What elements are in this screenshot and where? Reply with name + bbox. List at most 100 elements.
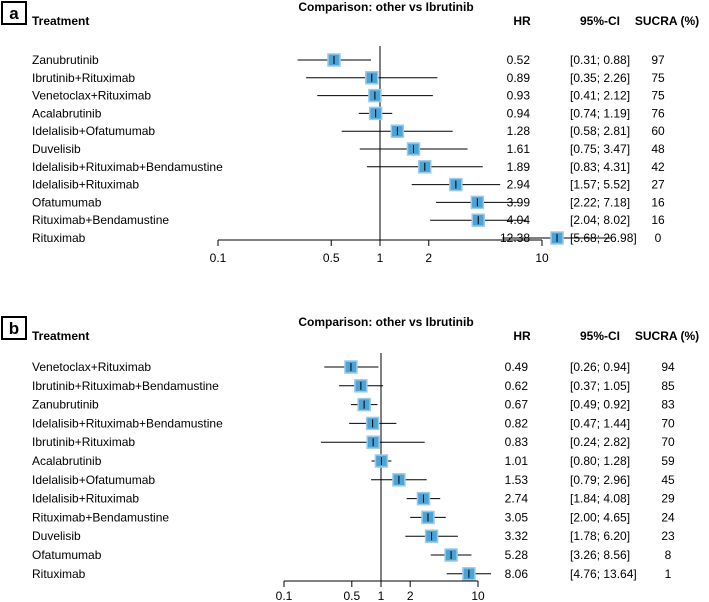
- hr-value: 0.52: [507, 53, 531, 67]
- sucra-value: 16: [651, 195, 665, 209]
- treatment-label: Ofatumumab: [32, 195, 102, 209]
- ci-value: [1.57; 5.52]: [570, 178, 630, 192]
- sucra-value: 8: [665, 548, 672, 562]
- ci-value: [0.47; 1.44]: [570, 416, 630, 430]
- table-row: Zanubrutinib 0.67 [0.49; 0.92] 83: [32, 398, 675, 412]
- hr-value: 1.28: [507, 124, 531, 138]
- hr-value: 1.61: [507, 142, 531, 156]
- ci-value: [0.49; 0.92]: [570, 398, 630, 412]
- ci-value: [2.22; 7.18]: [570, 195, 630, 209]
- sucra-value: 45: [661, 473, 675, 487]
- table-row: Rituximab+Bendamustine 3.05 [2.00; 4.65] 24: [32, 510, 675, 524]
- x-tick-label: 1: [378, 589, 385, 602]
- table-row: Duvelisib 1.61 [0.75; 3.47] 48: [32, 142, 665, 156]
- treatment-label: Idelalisib+Rituximab+Bendamustine: [32, 160, 223, 174]
- table-row: Idelalisib+Rituximab 2.74 [1.84; 4.08] 29: [32, 492, 675, 506]
- treatment-label: Rituximab+Bendamustine: [32, 510, 169, 524]
- hr-value: 0.93: [507, 89, 531, 103]
- sucra-value: 0: [655, 231, 662, 245]
- ci-value: [0.24; 2.82]: [570, 435, 630, 449]
- table-row: Venetoclax+Rituximab 0.93 [0.41; 2.12] 75: [32, 89, 665, 103]
- panel-label: a: [9, 4, 19, 23]
- header-sucra: SUCRA (%): [635, 14, 699, 28]
- ci-value: [0.74; 1.19]: [570, 106, 630, 120]
- treatment-label: Venetoclax+Rituximab: [32, 360, 151, 374]
- table-row: Idelalisib+Rituximab+Bendamustine 1.89 [0.…: [32, 160, 665, 174]
- treatment-label: Ofatumumab: [32, 548, 102, 562]
- panel-label-box: [1, 1, 27, 25]
- treatment-label: Idelalisib+Ofatumumab: [32, 473, 155, 487]
- ci-value: [3.26; 8.56]: [570, 548, 630, 562]
- sucra-value: 75: [651, 71, 665, 85]
- panel-a: a Comparison: other vs Ibrutinib Treatment…: [1, 0, 699, 265]
- ci-value: [1.84; 4.08]: [570, 492, 630, 506]
- sucra-value: 76: [651, 106, 665, 120]
- x-tick-label: 1: [377, 251, 384, 265]
- treatment-label: Rituximab: [32, 567, 86, 581]
- sucra-value: 85: [661, 379, 675, 393]
- treatment-label: Ibrutinib+Rituximab: [32, 71, 135, 85]
- table-row: Ibrutinib+Rituximab 0.83 [0.24; 2.82] 70: [32, 435, 675, 449]
- sucra-value: 27: [651, 178, 665, 192]
- sucra-value: 23: [661, 529, 675, 543]
- header-ci: 95%-CI: [580, 14, 620, 28]
- table-row: Ibrutinib+Rituximab 0.89 [0.35; 2.26] 75: [32, 71, 665, 85]
- ci-value: [5.68; 26.98]: [570, 231, 637, 245]
- panel-b: b Comparison: other vs Ibrutinib Treatment…: [1, 315, 699, 602]
- sucra-value: 42: [651, 160, 665, 174]
- sucra-value: 75: [651, 89, 665, 103]
- table-row: Idelalisib+Rituximab+Bendamustine 0.82 [0.…: [32, 416, 675, 430]
- treatment-label: Duvelisib: [32, 529, 81, 543]
- ci-value: [0.26; 0.94]: [570, 360, 630, 374]
- header-ci: 95%-CI: [580, 329, 620, 343]
- sucra-value: 29: [661, 492, 675, 506]
- sucra-value: 94: [661, 360, 675, 374]
- hr-value: 0.62: [505, 379, 529, 393]
- table-row: Rituximab 8.06 [4.76; 13.64] 1: [32, 567, 672, 581]
- hr-value: 8.06: [505, 567, 529, 581]
- table-row: Acalabrutinib 0.94 [0.74; 1.19] 76: [32, 106, 665, 120]
- x-tick-label: 10: [471, 589, 485, 602]
- hr-value: 0.49: [505, 360, 529, 374]
- panel-label: b: [9, 319, 19, 338]
- x-tick-label: 0.5: [323, 251, 340, 265]
- table-row: Ibrutinib+Rituximab+Bendamustine 0.62 [0.3…: [32, 379, 675, 393]
- treatment-label: Acalabrutinib: [32, 106, 102, 120]
- table-row: Idelalisib+Rituximab 2.94 [1.57; 5.52] 27: [32, 178, 665, 192]
- ci-value: [2.00; 4.65]: [570, 510, 630, 524]
- hr-value: 3.32: [505, 529, 529, 543]
- header-sucra: SUCRA (%): [635, 329, 699, 343]
- sucra-value: 70: [661, 435, 675, 449]
- table-row: Rituximab 12.38 [5.68; 26.98] 0: [32, 231, 662, 245]
- treatment-label: Ibrutinib+Rituximab: [32, 435, 135, 449]
- sucra-value: 70: [661, 416, 675, 430]
- ci-value: [0.35; 2.26]: [570, 71, 630, 85]
- treatment-label: Idelalisib+Ofatumumab: [32, 124, 155, 138]
- ci-value: [1.78; 6.20]: [570, 529, 630, 543]
- ci-value: [0.37; 1.05]: [570, 379, 630, 393]
- chart-title: Comparison: other vs Ibrutinib: [298, 0, 473, 14]
- hr-value: 0.82: [505, 416, 529, 430]
- ci-value: [0.75; 3.47]: [570, 142, 630, 156]
- treatment-label: Duvelisib: [32, 142, 81, 156]
- hr-value: 0.94: [507, 106, 531, 120]
- header-hr: HR: [513, 14, 531, 28]
- treatment-label: Rituximab: [32, 231, 86, 245]
- table-row: Idelalisib+Ofatumumab 1.53 [0.79; 2.96] 45: [32, 473, 675, 487]
- ci-value: [0.79; 2.96]: [570, 473, 630, 487]
- hr-value: 4.04: [507, 213, 531, 227]
- x-tick-label: 2: [407, 589, 414, 602]
- treatment-label: Idelalisib+Rituximab: [32, 178, 139, 192]
- x-tick-label: 0.1: [210, 251, 227, 265]
- hr-value: 3.05: [505, 510, 529, 524]
- treatment-label: Zanubrutinib: [32, 53, 99, 67]
- table-row: Ofatumumab 5.28 [3.26; 8.56] 8: [32, 548, 672, 562]
- sucra-value: 59: [661, 454, 675, 468]
- table-row: Duvelisib 3.32 [1.78; 6.20] 23: [32, 529, 675, 543]
- hr-value: 2.94: [507, 178, 531, 192]
- treatment-label: Acalabrutinib: [32, 454, 102, 468]
- treatment-label: Idelalisib+Rituximab+Bendamustine: [32, 416, 223, 430]
- sucra-value: 48: [651, 142, 665, 156]
- header-treatment: Treatment: [32, 14, 89, 28]
- hr-value: 12.38: [500, 231, 530, 245]
